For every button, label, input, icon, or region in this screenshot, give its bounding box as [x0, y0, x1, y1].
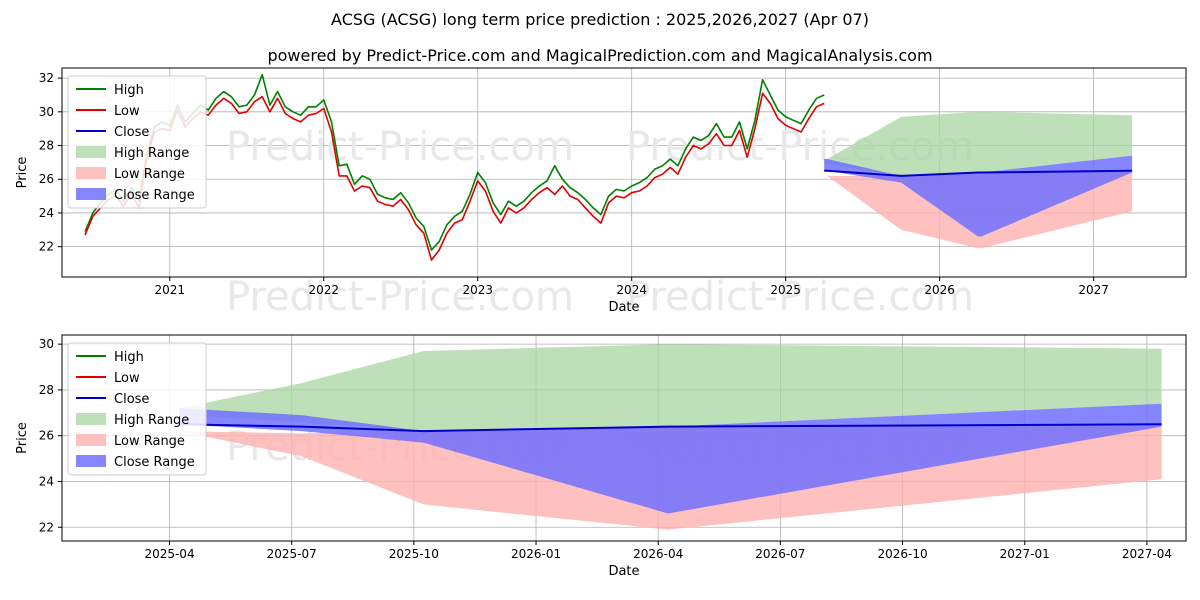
low-line: [84, 92, 825, 261]
x-tick-label: 2025: [770, 283, 801, 297]
x-axis-label: Date: [608, 564, 639, 579]
y-tick-label: 24: [39, 206, 54, 220]
y-tick-label: 26: [39, 429, 54, 443]
legend-label: Close: [114, 392, 149, 407]
watermark: Predict-Price.com: [626, 274, 974, 320]
y-tick-label: 30: [39, 105, 54, 119]
high-range-band: [179, 344, 1162, 432]
x-tick-label: 2022: [308, 283, 339, 297]
x-tick-label: 2026-04: [633, 547, 683, 561]
close-range-band: [824, 155, 1133, 237]
x-tick-label: 2021: [155, 283, 186, 297]
x-tick-label: 2027-04: [1122, 547, 1172, 561]
legend-label: Close Range: [114, 188, 195, 203]
high-range-band: [824, 111, 1133, 176]
legend-label: High: [114, 350, 144, 365]
x-tick-label: 2025-10: [389, 547, 439, 561]
chart-panel-lower: Predict-Price.comPredict-Price.com2025-0…: [15, 334, 1187, 579]
legend-label: Low Range: [114, 434, 185, 449]
legend-label: High Range: [114, 146, 189, 161]
legend-swatch: [76, 434, 106, 446]
y-tick-label: 28: [39, 383, 54, 397]
y-tick-label: 26: [39, 172, 54, 186]
legend-swatch: [76, 188, 106, 200]
y-tick-label: 22: [39, 520, 54, 534]
x-tick-label: 2025-04: [144, 547, 194, 561]
legend-swatch: [76, 455, 106, 467]
chart-subtitle: powered by Predict-Price.com and Magical…: [267, 46, 933, 65]
plot-area: [84, 73, 1133, 261]
legend-swatch: [76, 167, 106, 179]
legend-label: Low: [114, 104, 140, 119]
x-tick-label: 2025-07: [267, 547, 317, 561]
x-tick-label: 2027-01: [1000, 547, 1050, 561]
y-tick-label: 24: [39, 474, 54, 488]
y-tick-label: 30: [39, 337, 54, 351]
legend-swatch: [76, 146, 106, 158]
x-tick-label: 2026-07: [755, 547, 805, 561]
chart-panel-upper: Predict-Price.com Predict-Price.com Predic…: [15, 67, 1187, 320]
plot-area: [179, 344, 1162, 530]
x-tick-label: 2027: [1078, 283, 1109, 297]
x-axis-label: Date: [608, 300, 639, 315]
legend-label: Low: [114, 371, 140, 386]
legend-label: High Range: [114, 413, 189, 428]
y-axis-label: Price: [15, 422, 30, 454]
legend: High Low Close High Range Low Range Close Ran…: [67, 75, 207, 209]
y-axis-label: Price: [15, 157, 30, 189]
watermark: Predict-Price.com: [226, 124, 574, 170]
chart-title: ACSG (ACSG) long term price prediction :…: [331, 10, 869, 29]
plot-frame: [61, 67, 1187, 278]
legend-label: Close: [114, 125, 149, 140]
y-tick-label: 28: [39, 139, 54, 153]
legend-label: Low Range: [114, 167, 185, 182]
x-tick-label: 2026-01: [511, 547, 561, 561]
x-tick-label: 2024: [616, 283, 647, 297]
close-line: [824, 169, 1133, 177]
y-tick-label: 22: [39, 240, 54, 254]
high-line: [84, 73, 825, 251]
y-tick-label: 32: [39, 71, 54, 85]
legend-label: High: [114, 83, 144, 98]
plot-frame: [61, 334, 1187, 542]
legend-label: Close Range: [114, 455, 195, 470]
x-tick-label: 2026: [924, 283, 955, 297]
x-tick-label: 2023: [462, 283, 493, 297]
legend-swatch: [76, 413, 106, 425]
close-line: [179, 423, 1162, 433]
legend: High Low Close High Range Low Range Close Ran…: [67, 342, 207, 476]
x-tick-label: 2026-10: [877, 547, 927, 561]
watermark: Predict-Price.com: [226, 274, 574, 320]
